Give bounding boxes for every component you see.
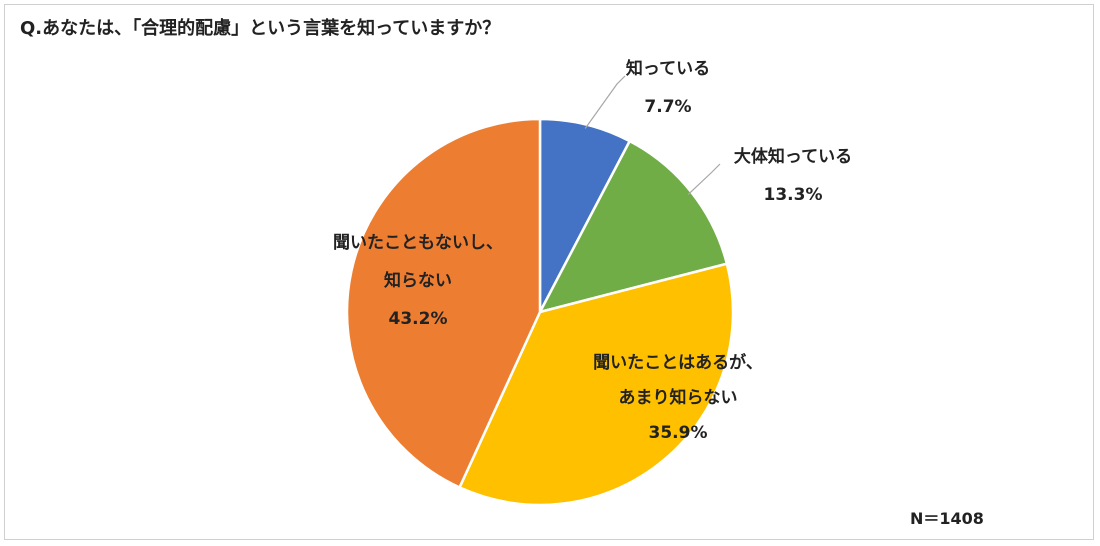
pie-slice bbox=[538, 117, 631, 314]
slice-category-label: 知らない bbox=[383, 270, 452, 291]
pie-slice bbox=[458, 262, 735, 507]
pie-slice bbox=[345, 117, 542, 489]
chart-title: Q.あなたは、「合理的配慮」という言葉を知っていますか？ bbox=[20, 18, 501, 39]
slice-value-label: 7.7% bbox=[644, 97, 691, 117]
slice-category-label: あまり知らない bbox=[619, 387, 738, 408]
slice-category-label: 聞いたこともないし、 bbox=[333, 233, 503, 253]
slice-value-label: 43.2% bbox=[389, 309, 448, 329]
sample-size-note: N＝1408 bbox=[910, 509, 984, 528]
slice-value-label: 13.3% bbox=[764, 185, 823, 205]
slice-category-label: 知っている bbox=[625, 58, 710, 79]
leader-line bbox=[584, 75, 626, 129]
leader-line bbox=[687, 163, 721, 196]
slice-value-label: 35.9% bbox=[649, 423, 708, 443]
slice-category-label: 聞いたことはあるが、 bbox=[593, 352, 763, 373]
slice-category-label: 大体知っている bbox=[734, 146, 852, 167]
